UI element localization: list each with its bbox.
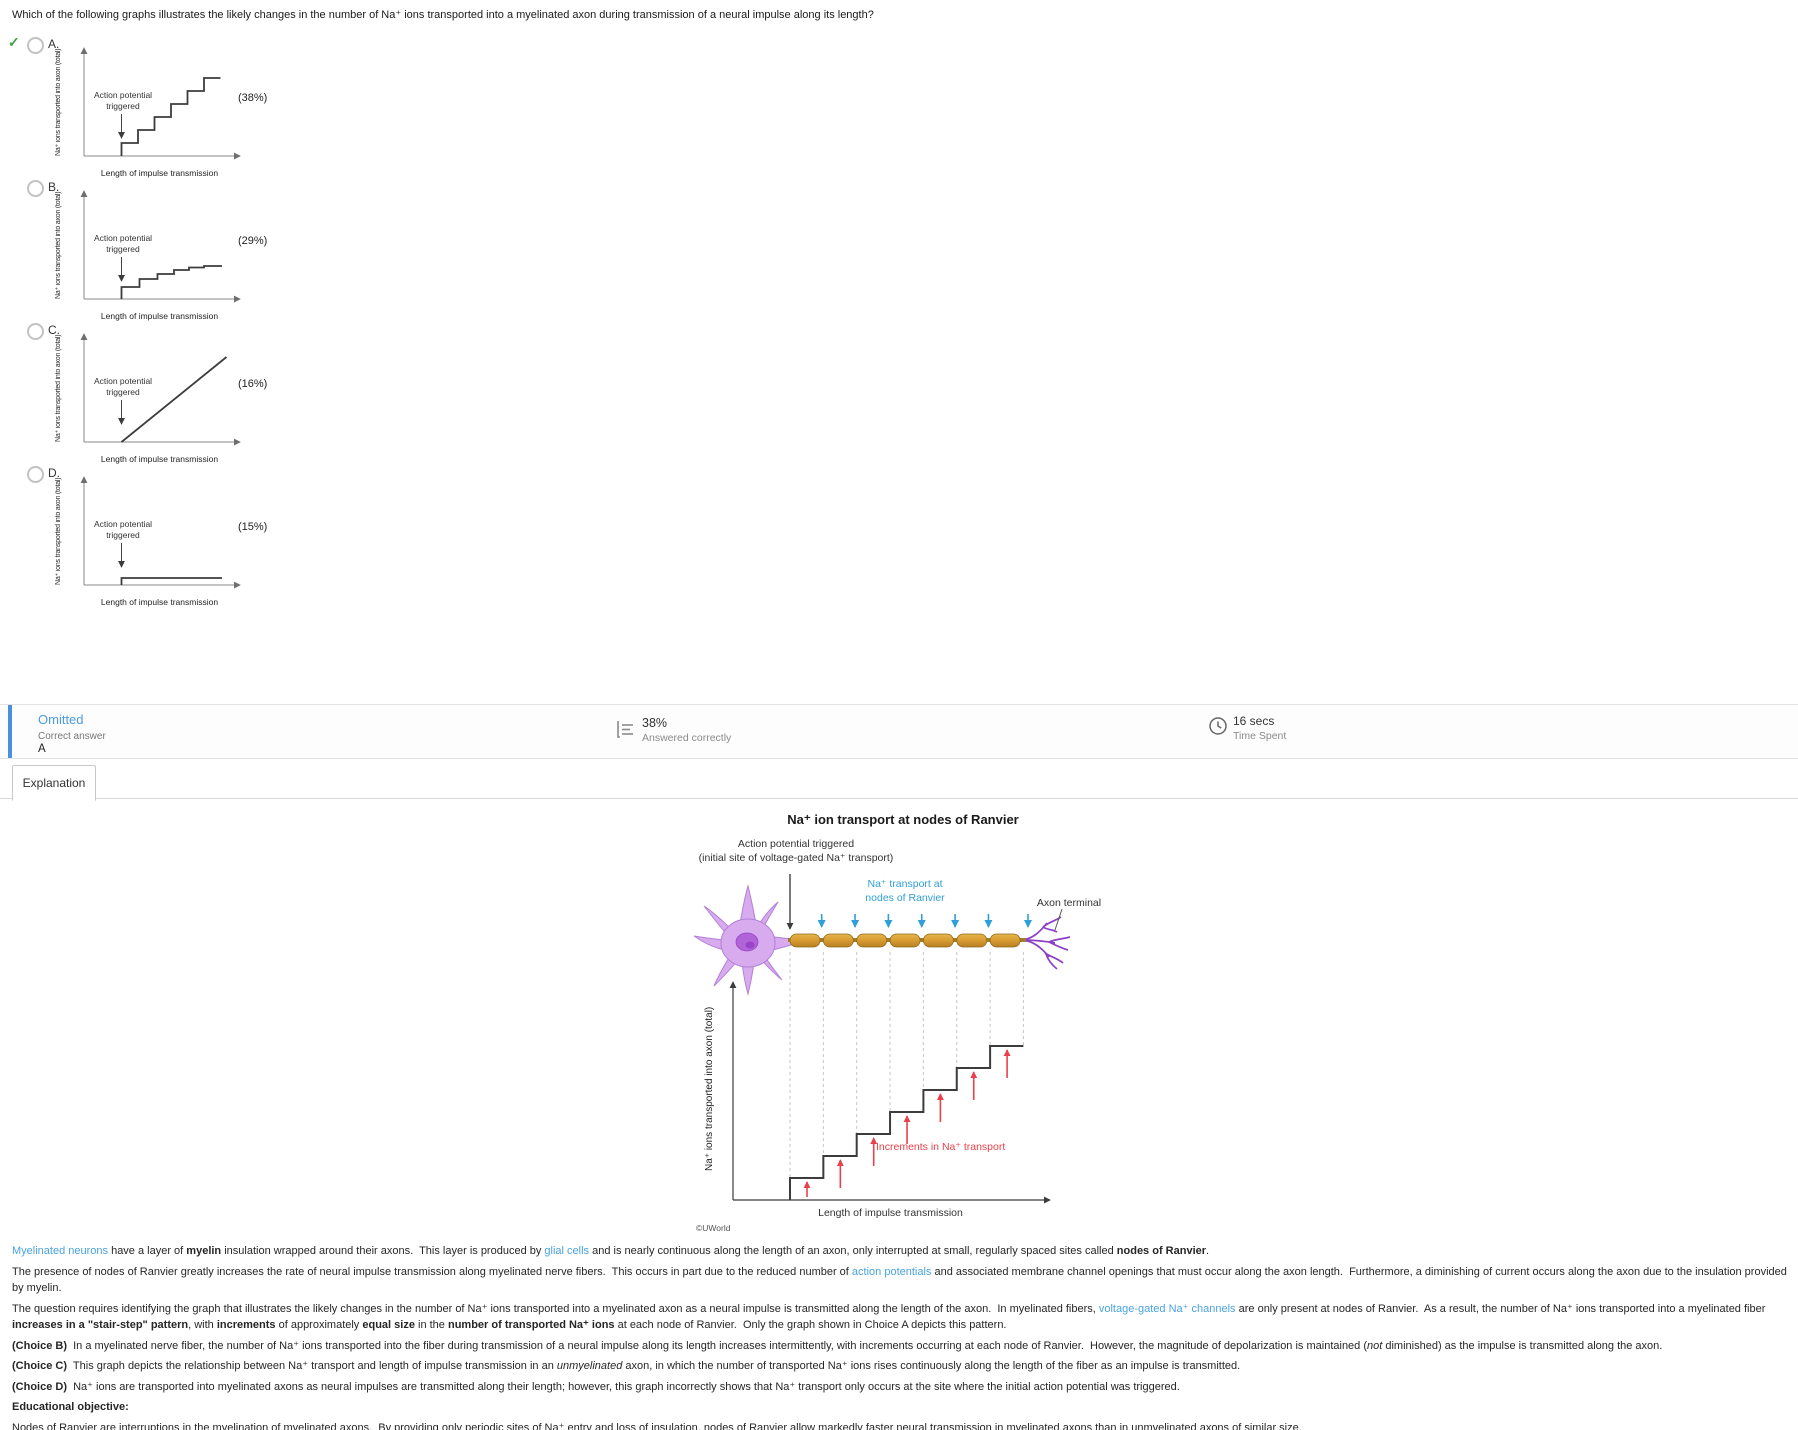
choice-d-row: D. Na⁺ ions transported into axon (total… [0,459,430,607]
axon-terminal-branches [1021,916,1071,970]
figure-x-axis-label: Length of impulse transmission [818,1207,963,1219]
figure-copyright: ©UWorld [696,1223,731,1233]
explanation-paragraph: (Choice C) This graph depicts the relati… [12,1360,1241,1372]
question-text: Which of the following graphs illustrate… [12,9,874,21]
graph-annotation: Action potential triggered [93,233,153,255]
correct-answer-label: Correct answer [38,731,106,742]
myelin-segment [789,933,821,948]
figure-na-transport-label: Na⁺ transport at nodes of Ranvier [865,878,945,905]
choice-c-row: C. Na⁺ ions transported into axon (total… [0,316,430,464]
terminal-leader-line [1054,908,1063,931]
figure-trigger-label: Action potential triggered (initial site… [698,838,894,865]
graph-annotation: Action potential triggered [93,376,153,398]
myelin-segment [822,933,854,948]
choice-letter: B. [48,180,60,194]
status-accent-bar [8,705,12,758]
choice-a-radio[interactable] [27,37,44,54]
correct-answer-value: A [38,743,46,755]
explanation-link[interactable]: voltage-gated Na⁺ channels [1098,1302,1236,1315]
choice-b-graph [80,190,241,303]
figure-canvas [693,874,1071,1204]
myelin-segment [889,933,921,948]
x-axis-label: Length of impulse transmission [100,168,219,178]
explanation-paragraph: (Choice D) Na⁺ ions are transported into… [12,1380,1180,1393]
answered-percent: 38% [642,716,668,730]
choice-c-radio[interactable] [27,323,44,340]
choice-percent: (38%) [238,92,268,104]
choice-c-graph [80,333,241,446]
choice-letter: D. [48,466,60,480]
explanation-link[interactable]: Myelinated neurons [12,1245,109,1257]
step-curve [789,1045,1024,1200]
choice-percent: (29%) [238,235,268,247]
data-curve [120,577,222,585]
myelin-segment [856,933,888,948]
neuron-soma [693,884,792,996]
x-axis-label: Length of impulse transmission [100,454,219,464]
explanation-paragraph: The question requires identifying the gr… [12,1302,1769,1332]
choice-percent: (15%) [238,521,268,533]
myelin-segment [956,933,988,948]
choice-a-graph [80,47,241,160]
choice-d-radio[interactable] [27,466,44,483]
tab-explanation[interactable]: Explanation [12,765,96,801]
figure-axon-terminal-label: Axon terminal [1036,897,1102,909]
x-axis-label: Length of impulse transmission [100,597,219,607]
explanation-figure: Na⁺ ion transport at nodes of Ranvier Ac… [688,810,1118,1240]
choice-b-row: B. Na⁺ ions transported into axon (total… [0,173,430,321]
explanation-link[interactable]: glial cells [544,1245,590,1257]
figure-increments-label: Increments in Na⁺ transport [876,1141,1006,1153]
status-text: Omitted [38,712,84,727]
time-spent-value: 16 secs [1233,714,1275,728]
answered-stats-icon [617,721,633,738]
educational-objective-text: Nodes of Ranvier are interruptions in th… [12,1421,1302,1430]
result-bar: Omitted Correct answer A 38% Answered co… [0,704,1798,759]
explanation-paragraph: (Choice B) In a myelinated nerve fiber, … [12,1339,1663,1352]
educational-objective-heading: Educational objective: [12,1401,129,1413]
myelin-segment [922,933,954,948]
explanation-paragraph: The presence of nodes of Ranvier greatly… [12,1265,1790,1295]
graph-annotation: Action potential triggered [93,519,153,541]
choice-letter: A. [48,37,60,51]
time-spent-label: Time Spent [1233,730,1287,742]
graph-annotation: Action potential triggered [93,90,153,112]
explanation-paragraph: Myelinated neurons have a layer of myeli… [12,1245,1210,1257]
choice-percent: (16%) [238,378,268,390]
explanation-body: Myelinated neurons have a layer of myeli… [12,1243,1790,1430]
myelin-segment [989,933,1021,948]
tab-divider [0,798,1798,799]
choice-b-radio[interactable] [27,180,44,197]
data-curve [120,356,228,443]
correct-checkmark-icon: ✓ [8,34,20,50]
choice-letter: C. [48,323,60,337]
answered-percent-label: Answered correctly [642,732,732,744]
figure-title: Na⁺ ion transport at nodes of Ranvier [787,812,1019,827]
choice-a-row: ✓ A. Na⁺ ions transported into axon (tot… [0,30,430,178]
choice-d-graph [80,476,241,589]
explanation-link[interactable]: action potentials [851,1265,932,1278]
data-curve [120,77,221,156]
data-curve [120,265,222,299]
figure-y-axis-label: Na⁺ ions transported into axon (total) [704,1006,715,1172]
x-axis-label: Length of impulse transmission [100,311,219,321]
clock-icon [1209,717,1227,735]
